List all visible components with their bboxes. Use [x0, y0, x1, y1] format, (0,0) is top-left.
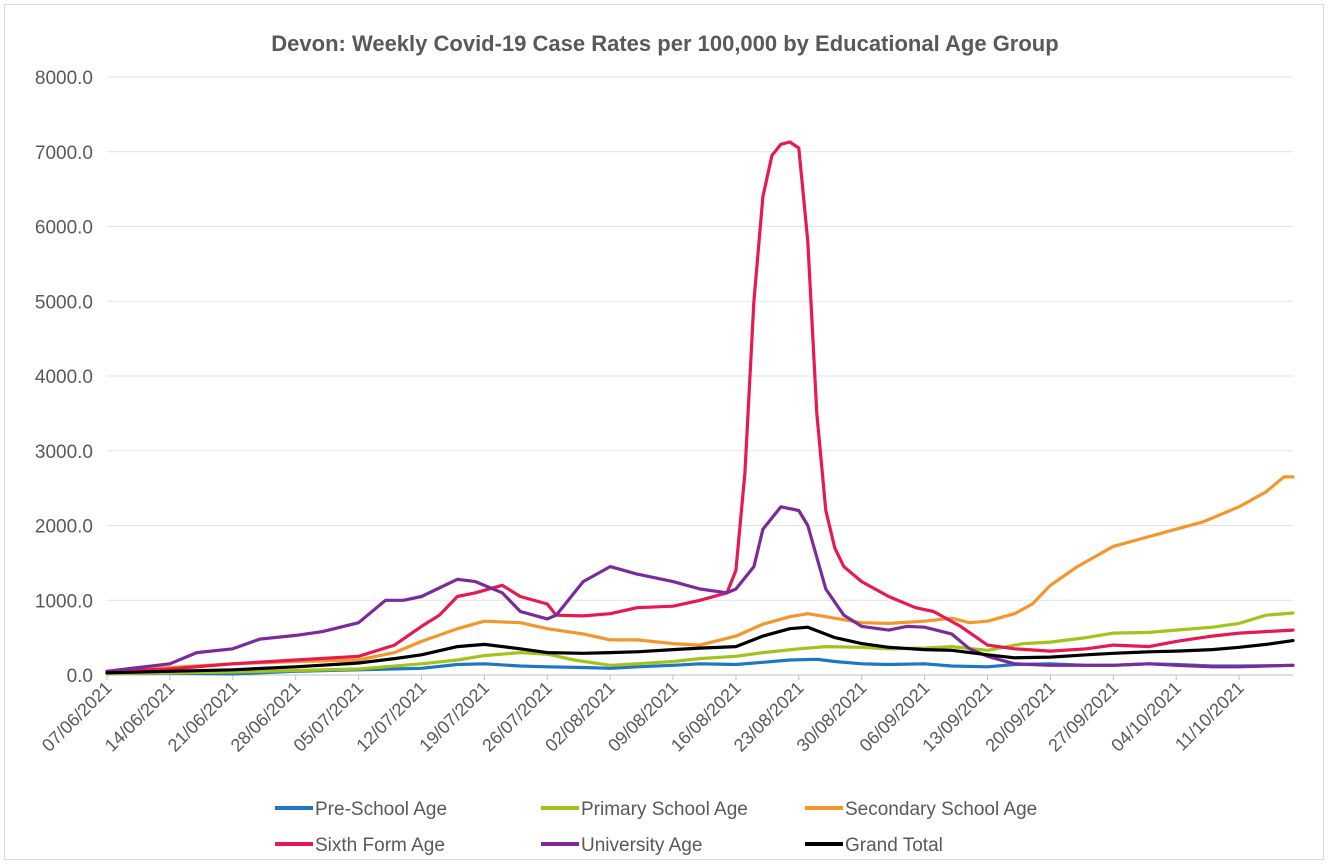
legend-label: Pre-School Age — [315, 799, 447, 820]
legend-label: Grand Total — [845, 835, 943, 856]
legend-item: Sixth Form Age — [275, 835, 445, 856]
y-tick-label: 2000.0 — [35, 517, 93, 538]
series-lines — [105, 140, 1295, 676]
legend-item: Secondary School Age — [805, 799, 1037, 820]
y-tick-label: 6000.0 — [35, 218, 93, 239]
y-tick-label: 5000.0 — [35, 292, 93, 313]
x-tick-label: 11/10/2021 — [1171, 678, 1248, 755]
legend-label: Primary School Age — [581, 799, 748, 820]
y-tick-labels: 0.0 1000.0 2000.0 3000.0 4000.0 5000.0 6000.0 7… — [35, 68, 93, 687]
chart-svg: Devon: Weekly Covid-19 Case Rates per 10… — [35, 31, 1295, 856]
legend-item: Grand Total — [805, 835, 943, 856]
legend-label: Sixth Form Age — [315, 835, 445, 856]
series-line-secondary-school-age — [105, 475, 1295, 675]
series-line-sixth-form-age — [105, 140, 1295, 673]
y-tick-label: 8000.0 — [35, 68, 93, 89]
y-tick-label: 4000.0 — [35, 367, 93, 388]
y-tick-label: 0.0 — [67, 666, 93, 687]
series-line-university-age — [105, 505, 1295, 673]
chart-title: Devon: Weekly Covid-19 Case Rates per 10… — [271, 31, 1058, 56]
y-tick-label: 3000.0 — [35, 442, 93, 463]
y-tick-label: 7000.0 — [35, 143, 93, 164]
series-line-primary-school-age — [105, 611, 1295, 676]
legend-item: University Age — [541, 835, 702, 856]
legend-item: Pre-School Age — [275, 799, 447, 820]
series-line-grand-total — [105, 625, 1295, 675]
chart-frame: Devon: Weekly Covid-19 Case Rates per 10… — [4, 4, 1324, 860]
x-tick-labels: 07/06/202114/06/202121/06/202128/06/2021… — [38, 675, 1248, 756]
legend-item: Primary School Age — [541, 799, 748, 820]
legend-label: University Age — [581, 835, 702, 856]
grid-lines — [107, 76, 1293, 676]
legend-label: Secondary School Age — [845, 799, 1037, 820]
legend: Pre-School Age Primary School Age Secondar… — [275, 799, 1037, 856]
y-tick-label: 1000.0 — [35, 591, 93, 612]
